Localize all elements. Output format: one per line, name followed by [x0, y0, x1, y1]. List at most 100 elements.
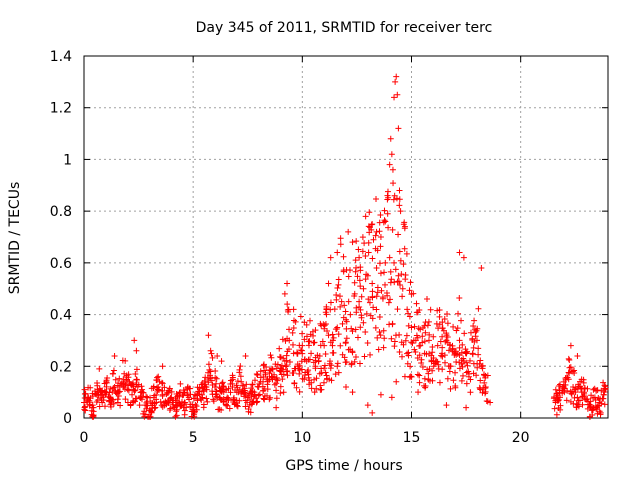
data-point: [581, 395, 588, 402]
data-point: [296, 388, 303, 395]
data-point: [259, 383, 266, 390]
data-point: [301, 376, 308, 383]
data-point: [581, 385, 588, 392]
data-point: [159, 363, 166, 370]
data-point: [137, 394, 144, 401]
data-point: [313, 385, 320, 392]
data-point: [373, 306, 380, 313]
data-point: [444, 310, 451, 317]
data-point: [384, 292, 391, 299]
data-point: [416, 352, 423, 359]
data-point: [419, 324, 426, 331]
data-point: [167, 396, 174, 403]
data-point: [252, 377, 259, 384]
data-point: [560, 383, 567, 390]
data-point: [345, 228, 352, 235]
data-point: [321, 342, 328, 349]
data-point: [222, 401, 229, 408]
data-point: [460, 254, 467, 261]
data-point: [389, 226, 396, 233]
data-point: [380, 344, 387, 351]
data-point: [271, 381, 278, 388]
data-point: [158, 379, 165, 386]
data-point: [458, 317, 465, 324]
data-point: [564, 374, 571, 381]
data-point: [244, 399, 251, 406]
data-point: [242, 352, 249, 359]
data-point: [387, 296, 394, 303]
data-point: [330, 334, 337, 341]
data-point: [315, 358, 322, 365]
data-point: [464, 362, 471, 369]
data-point: [388, 335, 395, 342]
data-point: [456, 295, 463, 302]
data-point: [387, 279, 394, 286]
data-point: [401, 223, 408, 230]
data-point: [353, 304, 360, 311]
data-point: [273, 380, 280, 387]
data-point: [447, 363, 454, 370]
data-point: [317, 382, 324, 389]
data-point: [479, 389, 486, 396]
data-point: [398, 271, 405, 278]
data-point: [393, 73, 400, 80]
data-point: [463, 369, 470, 376]
data-point: [166, 385, 173, 392]
data-point: [452, 384, 459, 391]
data-points: [81, 73, 609, 420]
data-point: [101, 403, 108, 410]
data-point: [140, 410, 147, 417]
data-point: [392, 266, 399, 273]
data-point: [256, 391, 263, 398]
data-point: [207, 347, 214, 354]
data-point: [369, 294, 376, 301]
data-point: [129, 391, 136, 398]
data-point: [433, 358, 440, 365]
data-point: [373, 293, 380, 300]
axis-ticks: [83, 55, 608, 419]
data-point: [107, 385, 114, 392]
data-point: [236, 386, 243, 393]
data-point: [199, 394, 206, 401]
data-point: [397, 257, 404, 264]
data-point: [479, 365, 486, 372]
data-point: [430, 333, 437, 340]
data-point: [442, 359, 449, 366]
data-point: [208, 350, 215, 357]
data-point: [296, 362, 303, 369]
data-point: [426, 331, 433, 338]
data-point: [343, 335, 350, 342]
data-point: [425, 318, 432, 325]
data-point: [184, 383, 191, 390]
data-point: [459, 372, 466, 379]
data-point: [357, 283, 364, 290]
data-point: [248, 385, 255, 392]
data-point: [416, 379, 423, 386]
x-tick-label: 20: [512, 430, 530, 446]
data-point: [279, 376, 286, 383]
data-point: [391, 338, 398, 345]
data-point: [325, 280, 332, 287]
data-point: [345, 273, 352, 280]
data-point: [411, 323, 418, 330]
data-point: [203, 395, 210, 402]
data-point: [322, 321, 329, 328]
data-point: [208, 377, 215, 384]
data-point: [356, 277, 363, 284]
data-point: [601, 382, 608, 389]
data-point: [321, 362, 328, 369]
data-point: [445, 347, 452, 354]
data-point: [250, 393, 257, 400]
data-point: [173, 406, 180, 413]
data-point: [425, 337, 432, 344]
data-point: [266, 366, 273, 373]
data-point: [459, 363, 466, 370]
data-point: [284, 335, 291, 342]
data-point: [327, 339, 334, 346]
data-point: [305, 367, 312, 374]
data-point: [198, 391, 205, 398]
data-point: [180, 391, 187, 398]
data-point: [311, 376, 318, 383]
data-point: [140, 389, 147, 396]
data-point: [205, 361, 212, 368]
